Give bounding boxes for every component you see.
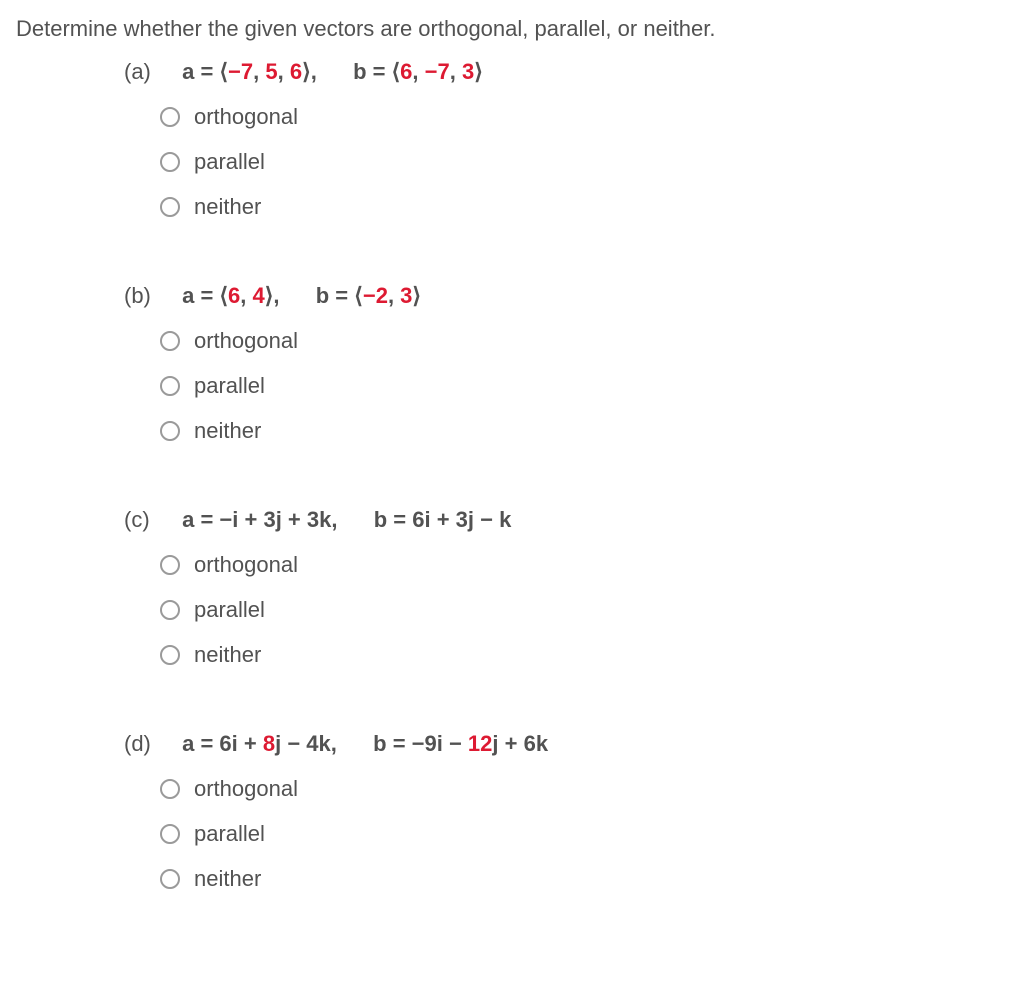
part-b-option-orthogonal[interactable]: orthogonal [160, 324, 1018, 357]
vec-a-seg2: j − 4k, [275, 731, 337, 756]
option-label: neither [194, 190, 261, 223]
angle-open: ⟨ [392, 59, 401, 84]
part-b-vec-b: b = ⟨−2, 3⟩ [316, 283, 421, 308]
option-label: neither [194, 414, 261, 447]
part-a-vec-b: b = ⟨6, −7, 3⟩ [353, 59, 483, 84]
angle-close: ⟩ [412, 283, 421, 308]
part-c: (c) a = −i + 3j + 3k, b = 6i + 3j − k or… [124, 503, 1018, 671]
part-b-prompt: (b) a = ⟨6, 4⟩, b = ⟨−2, 3⟩ [124, 279, 1018, 312]
radio-icon [160, 197, 180, 217]
option-label: orthogonal [194, 548, 298, 581]
part-a: (a) a = ⟨−7, 5, 6⟩, b = ⟨6, −7, 3⟩ ortho… [124, 55, 1018, 223]
part-c-vec-a: a = −i + 3j + 3k, [182, 507, 337, 532]
option-label: orthogonal [194, 100, 298, 133]
part-c-vec-b: b = 6i + 3j − k [374, 507, 512, 532]
radio-icon [160, 869, 180, 889]
vec-b-v1: −2 [363, 283, 388, 308]
part-c-option-neither[interactable]: neither [160, 638, 1018, 671]
vec-b-v2: 3 [400, 283, 412, 308]
comma: , [240, 283, 252, 308]
vec-b-seg1: b = −9i − [373, 731, 468, 756]
radio-icon [160, 645, 180, 665]
angle-open: ⟨ [219, 283, 228, 308]
trailing-comma: , [311, 59, 317, 84]
vec-b-hl: 12 [468, 731, 492, 756]
part-d-vec-b: b = −9i − 12j + 6k [373, 731, 548, 756]
vec-b-seg2: j + 6k [492, 731, 548, 756]
option-label: parallel [194, 593, 265, 626]
angle-close: ⟩ [474, 59, 483, 84]
trailing-comma: , [273, 283, 279, 308]
option-label: neither [194, 862, 261, 895]
vec-a-v1: 6 [228, 283, 240, 308]
part-a-prompt: (a) a = ⟨−7, 5, 6⟩, b = ⟨6, −7, 3⟩ [124, 55, 1018, 88]
radio-icon [160, 555, 180, 575]
radio-icon [160, 376, 180, 396]
part-d-option-orthogonal[interactable]: orthogonal [160, 772, 1018, 805]
vec-a-v1: −7 [228, 59, 253, 84]
part-d-prompt: (d) a = 6i + 8j − 4k, b = −9i − 12j + 6k [124, 727, 1018, 760]
option-label: orthogonal [194, 324, 298, 357]
vec-b-prefix: b = [353, 59, 392, 84]
part-a-option-orthogonal[interactable]: orthogonal [160, 100, 1018, 133]
part-c-label: (c) [124, 503, 176, 536]
option-label: orthogonal [194, 772, 298, 805]
vec-a-prefix: a = [182, 59, 219, 84]
radio-icon [160, 107, 180, 127]
part-a-vec-a: a = ⟨−7, 5, 6⟩, [182, 59, 323, 84]
radio-icon [160, 824, 180, 844]
vec-b-v1: 6 [400, 59, 412, 84]
comma: , [278, 59, 290, 84]
part-a-label: (a) [124, 55, 176, 88]
part-d-option-parallel[interactable]: parallel [160, 817, 1018, 850]
question-intro: Determine whether the given vectors are … [16, 12, 1018, 45]
vec-b-v3: 3 [462, 59, 474, 84]
vec-a-v2: 5 [265, 59, 277, 84]
angle-open: ⟨ [219, 59, 228, 84]
comma: , [412, 59, 424, 84]
part-a-option-neither[interactable]: neither [160, 190, 1018, 223]
radio-icon [160, 779, 180, 799]
part-d-option-neither[interactable]: neither [160, 862, 1018, 895]
radio-icon [160, 331, 180, 351]
part-b: (b) a = ⟨6, 4⟩, b = ⟨−2, 3⟩ orthogonal p… [124, 279, 1018, 447]
part-d: (d) a = 6i + 8j − 4k, b = −9i − 12j + 6k… [124, 727, 1018, 895]
part-b-label: (b) [124, 279, 176, 312]
part-c-prompt: (c) a = −i + 3j + 3k, b = 6i + 3j − k [124, 503, 1018, 536]
comma: , [253, 59, 265, 84]
vec-a-v2: 4 [253, 283, 265, 308]
angle-close: ⟩ [302, 59, 311, 84]
part-b-vec-a: a = ⟨6, 4⟩, [182, 283, 285, 308]
vec-a-prefix: a = [182, 283, 219, 308]
part-a-option-parallel[interactable]: parallel [160, 145, 1018, 178]
comma: , [450, 59, 462, 84]
part-b-option-neither[interactable]: neither [160, 414, 1018, 447]
comma: , [388, 283, 400, 308]
vec-a-seg1: a = 6i + [182, 731, 263, 756]
vec-a-hl: 8 [263, 731, 275, 756]
option-label: parallel [194, 817, 265, 850]
angle-open: ⟨ [354, 283, 363, 308]
vec-a-v3: 6 [290, 59, 302, 84]
part-b-option-parallel[interactable]: parallel [160, 369, 1018, 402]
part-c-option-parallel[interactable]: parallel [160, 593, 1018, 626]
radio-icon [160, 421, 180, 441]
part-d-label: (d) [124, 727, 176, 760]
vec-b-prefix: b = [316, 283, 355, 308]
option-label: parallel [194, 145, 265, 178]
vec-b-v2: −7 [425, 59, 450, 84]
option-label: parallel [194, 369, 265, 402]
part-c-option-orthogonal[interactable]: orthogonal [160, 548, 1018, 581]
radio-icon [160, 152, 180, 172]
radio-icon [160, 600, 180, 620]
option-label: neither [194, 638, 261, 671]
part-d-vec-a: a = 6i + 8j − 4k, [182, 731, 343, 756]
